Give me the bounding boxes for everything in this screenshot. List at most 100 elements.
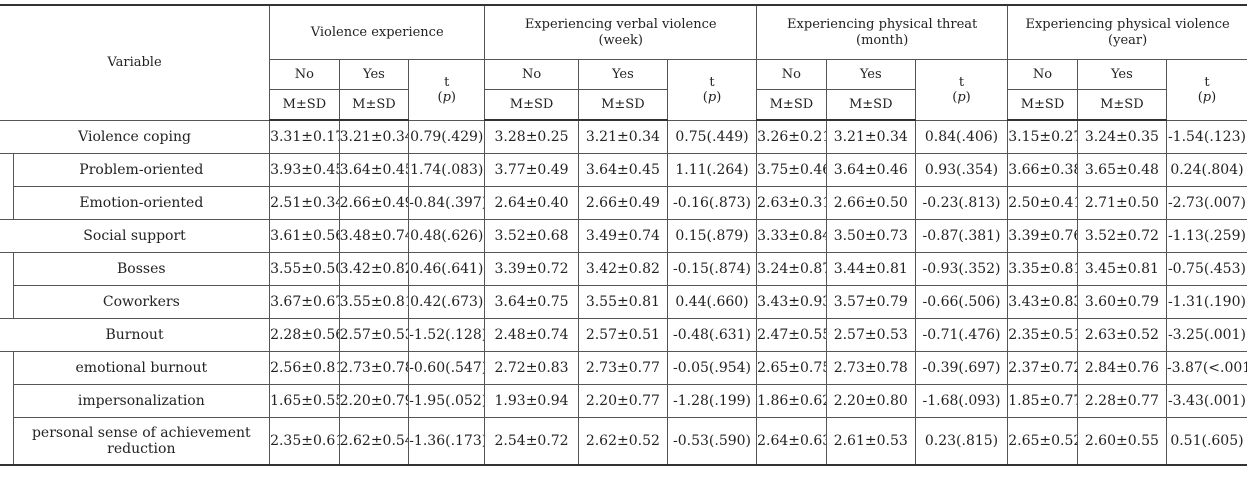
group-header-verbal-violence: Experiencing verbal violence (week): [484, 4, 758, 60]
msd-cell: 2.63±0.31: [756, 185, 827, 220]
row-sublabel: emotional burnout: [12, 350, 271, 385]
msd-header: M±SD: [577, 89, 668, 121]
no-header: No: [269, 59, 340, 90]
msd-cell: 3.55±0.50: [269, 251, 340, 286]
variable-header: Variable: [0, 4, 271, 121]
table-row: impersonalization 1.65±0.55 2.20±0.79 -1.95…: [0, 383, 1247, 418]
t-value-cell: 1.11(.264): [666, 152, 758, 187]
msd-cell: 2.57±0.51: [577, 317, 668, 352]
msd-cell: 2.66±0.49: [338, 185, 410, 220]
msd-cell: 3.21±0.34: [338, 119, 410, 154]
msd-cell: 2.51±0.34: [269, 185, 340, 220]
t-value-cell: 0.42(.673): [408, 284, 486, 319]
results-table-container: Variable Violence experience Experiencin…: [0, 4, 1247, 466]
no-header: No: [484, 59, 579, 90]
msd-cell: 2.35±0.51: [1007, 317, 1078, 352]
msd-cell: 2.20±0.77: [577, 383, 668, 418]
t-value-cell: 0.93(.354): [914, 152, 1009, 187]
table-row: Burnout 2.28±0.56 2.57±0.53 -1.52(.128) 2.48…: [0, 317, 1247, 352]
no-header: No: [1007, 59, 1078, 90]
msd-cell: 3.64±0.46: [825, 152, 916, 187]
msd-cell: 3.43±0.93: [756, 284, 827, 319]
t-value-cell: -1.95(.052): [408, 383, 486, 418]
yes-header: Yes: [825, 59, 916, 90]
t-value-cell: -0.15(.874): [666, 251, 758, 286]
msd-cell: 3.55±0.81: [577, 284, 668, 319]
msd-cell: 3.15±0.27: [1007, 119, 1078, 154]
msd-header: M±SD: [756, 89, 827, 121]
msd-cell: 2.84±0.76: [1076, 350, 1167, 385]
msd-cell: 1.93±0.94: [484, 383, 579, 418]
msd-cell: 2.65±0.75: [756, 350, 827, 385]
msd-cell: 3.77±0.49: [484, 152, 579, 187]
indent-stub: [0, 384, 14, 417]
msd-cell: 3.93±0.45: [269, 152, 340, 187]
t-value-cell: -0.39(.697): [914, 350, 1009, 385]
t-value-cell: -1.52(.128): [408, 317, 486, 352]
msd-cell: 2.56±0.81: [269, 350, 340, 385]
t-value-cell: -1.36(.173): [408, 416, 486, 466]
t-value-cell: -3.25(.001): [1165, 317, 1247, 352]
group-header-physical-violence: Experiencing physical violence (year): [1007, 4, 1247, 60]
msd-cell: 2.62±0.52: [577, 416, 668, 466]
msd-cell: 2.71±0.50: [1076, 185, 1167, 220]
msd-cell: 3.45±0.81: [1076, 251, 1167, 286]
t-p-header: t (p): [666, 59, 758, 121]
msd-cell: 2.73±0.77: [577, 350, 668, 385]
t-value-cell: -1.68(.093): [914, 383, 1009, 418]
msd-cell: 3.39±0.76: [1007, 218, 1078, 253]
row-sublabel: impersonalization: [12, 383, 271, 418]
msd-cell: 2.60±0.55: [1076, 416, 1167, 466]
table-body: Violence coping 3.31±0.17 3.21±0.34 0.79(.4…: [0, 119, 1247, 466]
row-label: Violence coping: [0, 119, 271, 154]
msd-cell: 3.64±0.75: [484, 284, 579, 319]
msd-cell: 3.65±0.48: [1076, 152, 1167, 187]
t-value-cell: 0.23(.815): [914, 416, 1009, 466]
msd-cell: 2.20±0.80: [825, 383, 916, 418]
t-p-header: t (p): [914, 59, 1009, 121]
t-value-cell: -0.93(.352): [914, 251, 1009, 286]
msd-cell: 3.24±0.35: [1076, 119, 1167, 154]
msd-cell: 2.72±0.83: [484, 350, 579, 385]
msd-cell: 3.44±0.81: [825, 251, 916, 286]
msd-cell: 3.39±0.72: [484, 251, 579, 286]
row-sublabel: Bosses: [12, 251, 271, 286]
t-value-cell: 1.74(.083): [408, 152, 486, 187]
msd-cell: 2.66±0.49: [577, 185, 668, 220]
msd-cell: 3.50±0.73: [825, 218, 916, 253]
msd-cell: 3.21±0.34: [577, 119, 668, 154]
msd-cell: 3.49±0.74: [577, 218, 668, 253]
t-value-cell: -0.84(.397): [408, 185, 486, 220]
row-label: Social support: [0, 218, 271, 253]
t-p-header: t (p): [1165, 59, 1247, 121]
msd-cell: 2.50±0.41: [1007, 185, 1078, 220]
t-value-cell: 0.15(.879): [666, 218, 758, 253]
table-row: Social support 3.61±0.56 3.48±0.74 0.48(.62…: [0, 218, 1247, 253]
msd-cell: 2.35±0.61: [269, 416, 340, 466]
msd-cell: 3.67±0.67: [269, 284, 340, 319]
msd-cell: 2.62±0.54: [338, 416, 410, 466]
row-label: Burnout: [0, 317, 271, 352]
msd-header: M±SD: [1007, 89, 1078, 121]
msd-cell: 2.57±0.53: [338, 317, 410, 352]
msd-header: M±SD: [1076, 89, 1167, 121]
t-value-cell: 0.44(.660): [666, 284, 758, 319]
msd-cell: 3.52±0.68: [484, 218, 579, 253]
t-value-cell: -3.43(.001): [1165, 383, 1247, 418]
t-value-cell: -0.87(.381): [914, 218, 1009, 253]
msd-cell: 2.28±0.77: [1076, 383, 1167, 418]
t-value-cell: -0.05(.954): [666, 350, 758, 385]
yes-header: Yes: [577, 59, 668, 90]
table-row: Problem-oriented 3.93±0.45 3.64±0.45 1.74(.…: [0, 152, 1247, 187]
t-value-cell: -0.71(.476): [914, 317, 1009, 352]
msd-cell: 3.57±0.79: [825, 284, 916, 319]
t-value-cell: 0.51(.605): [1165, 416, 1247, 466]
yes-header: Yes: [338, 59, 410, 90]
msd-cell: 3.35±0.81: [1007, 251, 1078, 286]
yes-header: Yes: [1076, 59, 1167, 90]
table-row: Emotion-oriented 2.51±0.34 2.66±0.49 -0.84(…: [0, 185, 1247, 220]
msd-cell: 3.52±0.72: [1076, 218, 1167, 253]
msd-cell: 3.55±0.81: [338, 284, 410, 319]
row-sublabel: personal sense of achievement reduction: [12, 416, 271, 466]
indent-stub: [0, 251, 14, 285]
